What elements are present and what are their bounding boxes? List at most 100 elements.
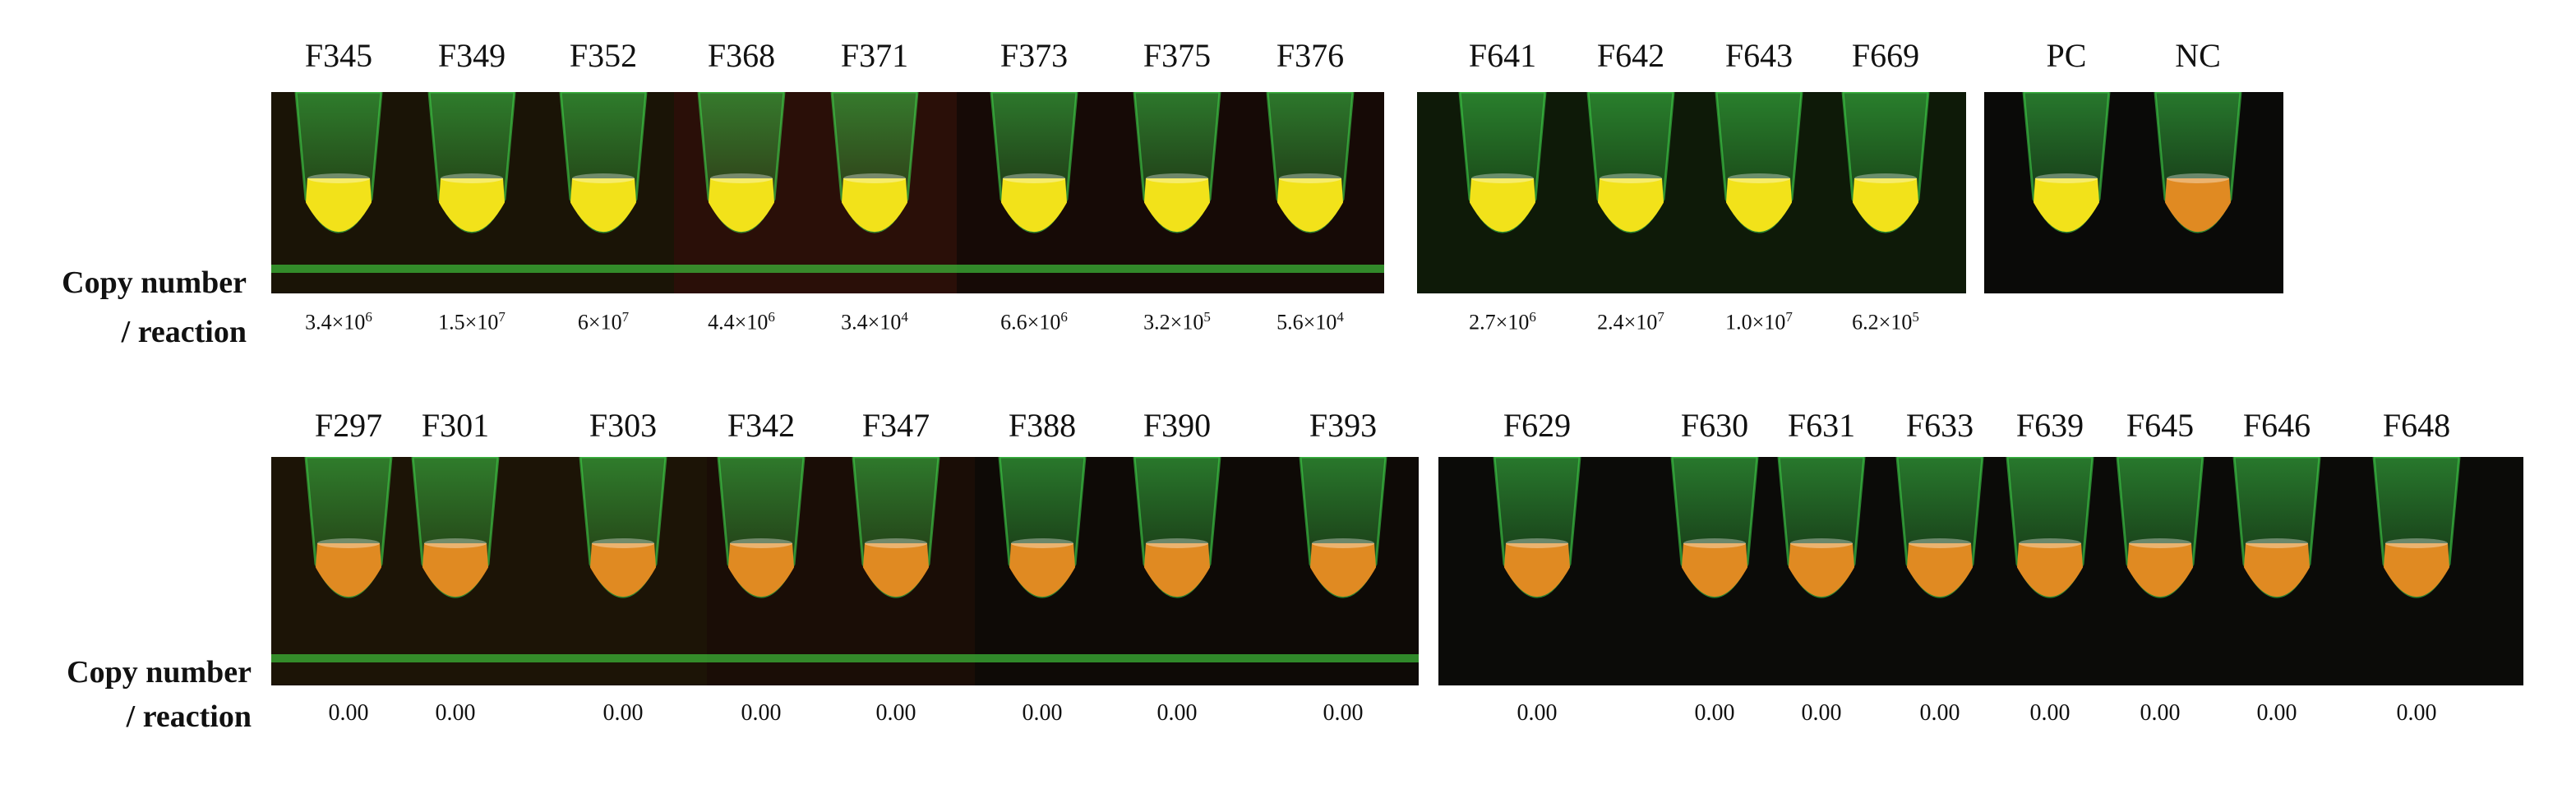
copy-number-mantissa: 2.7×10 <box>1469 310 1530 334</box>
tube-row1-5 <box>985 92 1083 265</box>
tube-pc <box>2017 92 2116 265</box>
sample-label: F352 <box>569 37 638 74</box>
copy-number-exponent: 7 <box>1785 309 1793 325</box>
photo-panel-2b <box>707 457 975 685</box>
tube-row2-10 <box>1772 457 1871 630</box>
sample-label: F646 <box>2242 407 2311 444</box>
photo-panel-1c <box>957 92 1384 293</box>
copy-number-exponent: 5 <box>1203 309 1211 325</box>
copy-number-mantissa: 5.6×10 <box>1276 310 1337 334</box>
tube-row2-7 <box>1294 457 1392 630</box>
copy-number-value: 0.00 <box>875 700 916 726</box>
sample-label: F368 <box>707 37 776 74</box>
tube-row2-1 <box>406 457 505 630</box>
copy-number-value: 0.00 <box>1694 700 1735 726</box>
sample-label: F376 <box>1276 37 1345 74</box>
tube-nc <box>2149 92 2247 265</box>
copy-number-mantissa: 1.0×10 <box>1725 310 1786 334</box>
per-reaction-label: / reaction <box>121 315 247 349</box>
tube-row1-10 <box>1710 92 1808 265</box>
tube-row2-11 <box>1890 457 1989 630</box>
sample-label: F633 <box>1905 407 1974 444</box>
tube-row1-3 <box>692 92 791 265</box>
sample-label: F297 <box>314 407 383 444</box>
tube-row2-6 <box>1128 457 1226 630</box>
copy-number-value: 0.00 <box>1919 700 1960 726</box>
control-label: PC <box>2046 37 2087 74</box>
copy-number-mantissa: 3.4×10 <box>305 310 366 334</box>
sample-label: F375 <box>1143 37 1212 74</box>
copy-number-value: 0.00 <box>328 700 369 726</box>
copy-number-value: 1.0×107 <box>1725 309 1793 335</box>
photo-panel-1a <box>271 92 674 293</box>
bench-line <box>674 265 957 273</box>
sample-label: F347 <box>861 407 930 444</box>
tube-row1-9 <box>1581 92 1680 265</box>
photo-panel-2c <box>975 457 1419 685</box>
copy-number-value: 1.5×107 <box>438 309 506 335</box>
per-reaction-label: / reaction <box>126 699 252 734</box>
tube-row1-11 <box>1836 92 1935 265</box>
copy-number-exponent: 7 <box>621 309 630 325</box>
bench-line <box>271 265 674 273</box>
sample-label: F642 <box>1596 37 1665 74</box>
copy-number-value: 2.4×107 <box>1597 309 1664 335</box>
tube-row2-15 <box>2367 457 2466 630</box>
bench-line <box>957 265 1384 273</box>
copy-number-value: 0.00 <box>2140 700 2181 726</box>
copy-number-value: 0.00 <box>1801 700 1842 726</box>
bench-line <box>707 654 975 662</box>
copy-number-label: Copy number <box>62 265 247 300</box>
copy-number-value: 0.00 <box>2256 700 2297 726</box>
photo-panel-1d <box>1417 92 1966 293</box>
sample-label: F345 <box>304 37 373 74</box>
copy-number-exponent: 6 <box>1060 309 1068 325</box>
tube-row2-13 <box>2111 457 2209 630</box>
photo-panel-controls <box>1984 92 2283 293</box>
copy-number-exponent: 6 <box>365 309 372 325</box>
sample-label: F630 <box>1680 407 1749 444</box>
sample-label: F301 <box>421 407 490 444</box>
copy-number-exponent: 6 <box>768 309 775 325</box>
tube-row1-6 <box>1128 92 1226 265</box>
tube-row2-0 <box>299 457 398 630</box>
bench-line <box>975 654 1419 662</box>
copy-number-value: 3.2×105 <box>1143 309 1211 335</box>
copy-number-mantissa: 6×10 <box>577 310 622 334</box>
sample-label: F393 <box>1309 407 1378 444</box>
tube-row2-5 <box>993 457 1092 630</box>
copy-number-label: Copy number <box>67 655 252 690</box>
copy-number-value: 0.00 <box>435 700 476 726</box>
copy-number-value: 3.4×106 <box>305 309 372 335</box>
copy-number-exponent: 5 <box>1912 309 1919 325</box>
sample-label: F390 <box>1143 407 1212 444</box>
photo-panel-1b <box>674 92 957 293</box>
bench-line <box>271 654 707 662</box>
tube-row1-4 <box>825 92 924 265</box>
copy-number-mantissa: 1.5×10 <box>438 310 499 334</box>
copy-number-exponent: 7 <box>498 309 506 325</box>
photo-panel-2d <box>1438 457 2523 685</box>
sample-label: F349 <box>437 37 506 74</box>
copy-number-value: 0.00 <box>1517 700 1558 726</box>
sample-label: F669 <box>1851 37 1920 74</box>
copy-number-value: 0.00 <box>741 700 782 726</box>
copy-number-value: 6.2×105 <box>1852 309 1919 335</box>
sample-label: F641 <box>1468 37 1537 74</box>
sample-label: F648 <box>2382 407 2451 444</box>
copy-number-mantissa: 3.4×10 <box>841 310 902 334</box>
tube-row2-14 <box>2227 457 2326 630</box>
copy-number-value: 5.6×104 <box>1276 309 1344 335</box>
sample-label: F645 <box>2126 407 2195 444</box>
copy-number-value: 0.00 <box>1156 700 1198 726</box>
tube-row2-8 <box>1488 457 1586 630</box>
sample-label: F371 <box>840 37 909 74</box>
copy-number-exponent: 4 <box>901 309 908 325</box>
tube-row1-0 <box>289 92 388 265</box>
copy-number-exponent: 6 <box>1529 309 1536 325</box>
sample-label: F643 <box>1724 37 1794 74</box>
copy-number-value: 6.6×106 <box>1000 309 1068 335</box>
tube-row1-7 <box>1261 92 1360 265</box>
tube-row2-3 <box>712 457 810 630</box>
photo-panel-2a <box>271 457 707 685</box>
